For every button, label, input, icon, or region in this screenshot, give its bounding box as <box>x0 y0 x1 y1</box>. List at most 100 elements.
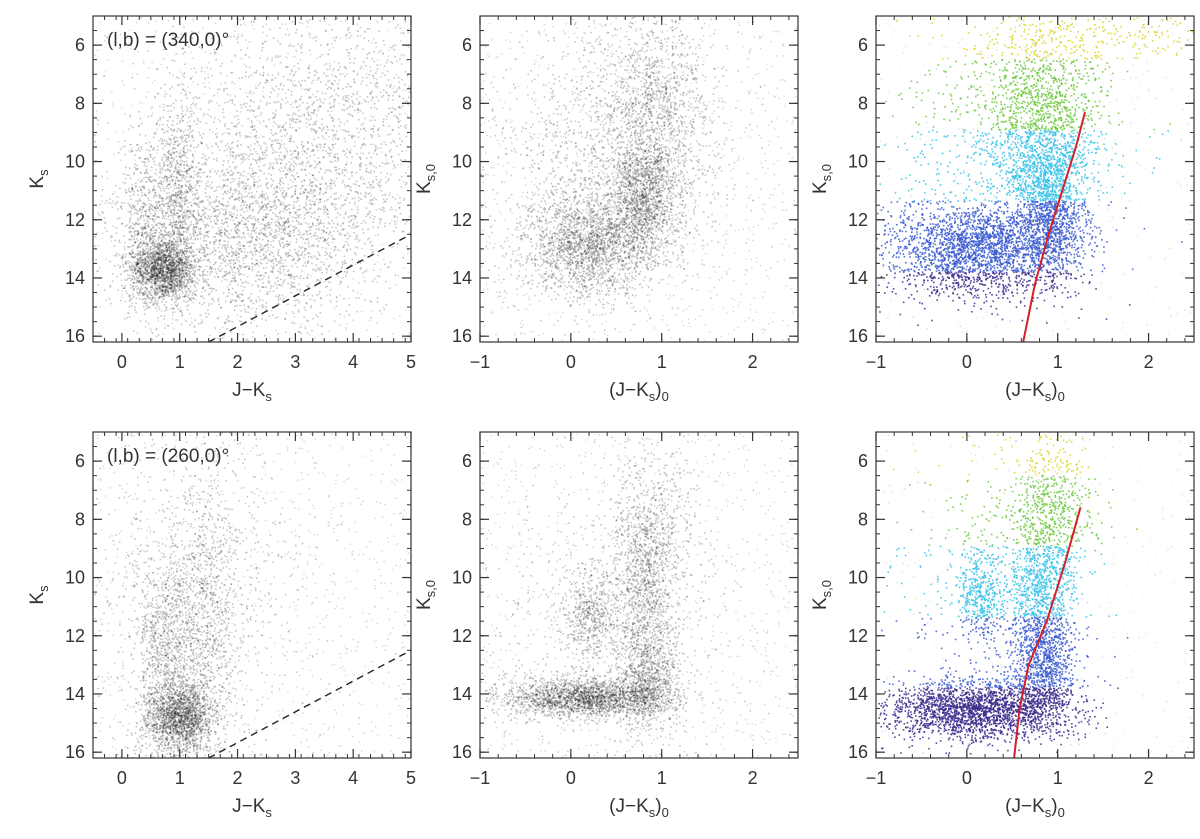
data-point <box>217 317 219 320</box>
data-point <box>206 235 208 237</box>
data-point <box>163 294 166 297</box>
data-point <box>235 154 238 157</box>
data-point <box>155 252 158 254</box>
data-point <box>166 245 168 248</box>
data-point <box>240 153 242 155</box>
data-point <box>180 220 183 223</box>
data-point <box>277 333 279 335</box>
data-point <box>171 275 174 278</box>
data-point <box>145 301 148 304</box>
data-point <box>137 287 140 289</box>
data-point <box>238 273 240 276</box>
data-point <box>175 260 178 263</box>
data-point <box>316 198 318 201</box>
data-point <box>184 266 187 268</box>
data-point <box>166 287 168 289</box>
data-point <box>249 132 252 134</box>
data-point <box>164 291 166 293</box>
data-point <box>324 286 327 288</box>
data-point <box>134 159 137 161</box>
data-point <box>153 156 156 159</box>
data-point <box>176 272 178 275</box>
data-point <box>129 143 131 145</box>
data-point <box>135 265 138 268</box>
data-point <box>151 276 153 278</box>
data-point <box>159 272 161 275</box>
data-point <box>116 196 119 198</box>
data-point <box>248 267 250 270</box>
data-point <box>198 279 200 281</box>
data-point <box>158 253 161 256</box>
data-point <box>188 273 191 276</box>
data-point <box>164 287 167 290</box>
data-point <box>151 257 153 259</box>
data-point <box>355 297 358 299</box>
data-point <box>241 154 243 156</box>
data-point <box>300 332 302 334</box>
data-point <box>144 272 147 275</box>
data-point <box>180 280 183 282</box>
data-point <box>229 262 232 264</box>
data-point <box>164 291 166 294</box>
data-point <box>145 269 147 271</box>
data-point <box>267 181 269 184</box>
data-point <box>158 171 161 174</box>
data-point <box>184 34 186 36</box>
data-point <box>163 265 165 268</box>
data-point <box>369 172 372 174</box>
data-point <box>226 286 229 288</box>
data-point <box>155 275 158 277</box>
data-point <box>300 180 303 183</box>
data-point <box>307 22 309 24</box>
data-point <box>122 253 125 256</box>
data-point <box>293 234 295 237</box>
data-point <box>251 93 253 95</box>
data-point <box>199 230 201 233</box>
data-point <box>196 258 199 260</box>
data-point <box>405 149 408 152</box>
data-point <box>129 261 131 263</box>
data-point <box>337 88 340 90</box>
data-point <box>258 232 261 234</box>
data-point <box>227 316 229 318</box>
data-point <box>172 202 174 204</box>
data-point <box>277 252 279 254</box>
data-point <box>317 279 319 281</box>
data-point <box>173 269 176 271</box>
data-point <box>204 274 207 277</box>
data-point <box>314 203 317 206</box>
data-point <box>158 195 161 197</box>
data-point <box>285 193 288 196</box>
data-point <box>249 214 252 217</box>
data-point <box>239 244 242 247</box>
data-point <box>238 260 240 262</box>
data-point <box>286 101 289 103</box>
data-point <box>167 243 170 245</box>
data-point <box>150 200 152 202</box>
data-point <box>172 233 174 236</box>
data-point <box>251 253 254 256</box>
data-point <box>152 266 155 268</box>
data-point <box>256 200 258 202</box>
data-point <box>151 276 153 278</box>
data-point <box>110 240 113 242</box>
data-point <box>321 176 323 178</box>
data-point <box>207 285 210 287</box>
data-point <box>145 176 147 179</box>
data-point <box>155 231 157 234</box>
data-point <box>160 230 162 233</box>
data-point <box>266 291 269 293</box>
data-point <box>318 198 321 201</box>
data-point <box>149 249 152 251</box>
data-point <box>218 255 221 258</box>
data-point <box>175 240 177 242</box>
data-point <box>175 277 177 280</box>
data-point <box>171 262 174 265</box>
data-point <box>162 225 165 227</box>
data-point <box>222 108 224 111</box>
data-point <box>169 273 171 275</box>
data-point <box>312 149 314 151</box>
data-point <box>183 262 186 264</box>
data-point <box>153 214 155 217</box>
data-point <box>172 261 175 264</box>
